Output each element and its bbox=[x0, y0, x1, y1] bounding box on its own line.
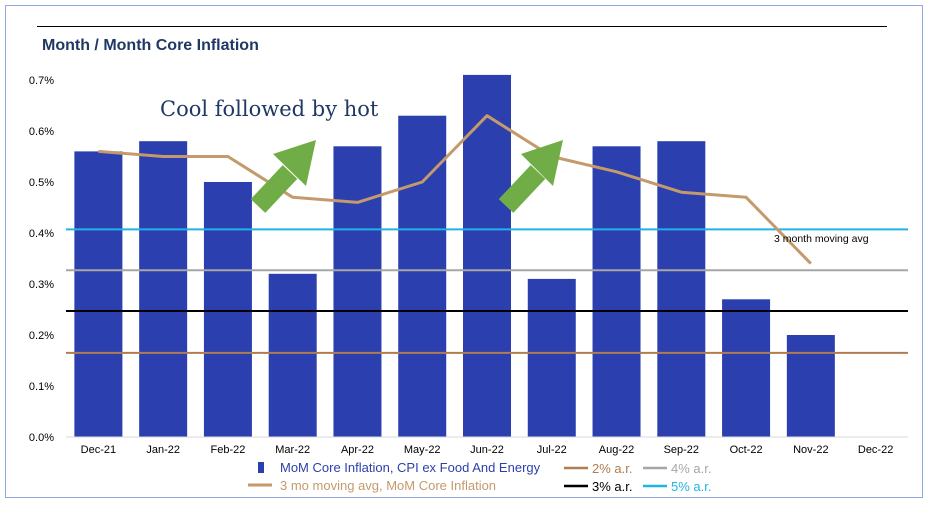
bar-Apr-22 bbox=[333, 146, 382, 438]
y-tick-label: 0.4% bbox=[29, 228, 54, 240]
legend-label-4ar: 4% a.r. bbox=[671, 461, 711, 476]
y-tick-label: 0.6% bbox=[29, 126, 54, 138]
legend: MoM Core Inflation, CPI ex Food And Ener… bbox=[248, 460, 711, 494]
legend-label-2ar: 2% a.r. bbox=[592, 461, 632, 476]
bar-Aug-22 bbox=[592, 146, 641, 438]
y-tick-label: 0.3% bbox=[29, 279, 54, 291]
bar-Feb-22 bbox=[203, 182, 252, 437]
x-tick-label: Oct-22 bbox=[730, 444, 763, 456]
y-tick-label: 0.1% bbox=[29, 381, 54, 393]
x-tick-label: Feb-22 bbox=[210, 444, 245, 456]
y-tick-label: 0.7% bbox=[29, 75, 54, 87]
green-arrow-up-2 bbox=[498, 165, 546, 213]
x-tick-label: Apr-22 bbox=[341, 444, 374, 456]
x-tick-label: Dec-21 bbox=[81, 444, 116, 456]
legend-label-bar: MoM Core Inflation, CPI ex Food And Ener… bbox=[280, 460, 541, 475]
annotation-cool-followed-by-hot: Cool followed by hot bbox=[160, 97, 379, 121]
legend-label-line: 3 mo moving avg, MoM Core Inflation bbox=[280, 478, 496, 493]
bar-Jul-22 bbox=[527, 278, 576, 437]
x-tick-label: Jan-22 bbox=[146, 444, 180, 456]
x-tick-label: Dec-22 bbox=[858, 444, 893, 456]
legend-label-5ar: 5% a.r. bbox=[671, 479, 711, 494]
y-tick-label: 0.0% bbox=[29, 432, 54, 444]
y-tick-label: 0.5% bbox=[29, 177, 54, 189]
legend-swatch-bar bbox=[258, 462, 264, 473]
title-rule bbox=[37, 26, 887, 27]
green-arrow-up-1 bbox=[250, 165, 298, 213]
chart-title: Month / Month Core Inflation bbox=[42, 37, 259, 54]
legend-label-3ar: 3% a.r. bbox=[592, 479, 632, 494]
plot-area: 0.0% 0.1% 0.2% 0.3% 0.4% 0.5% 0.6% 0.7% Dec-21 Ja… bbox=[29, 74, 908, 456]
x-tick-label: Sep-22 bbox=[664, 444, 699, 456]
x-tick-label: Jun-22 bbox=[470, 444, 504, 456]
annotation-moving-avg: 3 month moving avg bbox=[774, 233, 869, 245]
x-tick-label: Nov-22 bbox=[793, 444, 828, 456]
x-tick-label: Aug-22 bbox=[599, 444, 634, 456]
bar-Oct-22 bbox=[722, 299, 771, 437]
x-tick-label: Mar-22 bbox=[275, 444, 310, 456]
x-tick-label: Jul-22 bbox=[537, 444, 567, 456]
y-tick-label: 0.2% bbox=[29, 330, 54, 342]
x-tick-label: May-22 bbox=[404, 444, 441, 456]
trend-arrows bbox=[250, 140, 563, 213]
green-arrow-head-2 bbox=[521, 140, 563, 186]
moving-avg-line bbox=[98, 114, 812, 265]
green-arrow-head-1 bbox=[273, 140, 316, 186]
bar-Jan-22 bbox=[139, 141, 188, 437]
bar-Nov-22 bbox=[786, 335, 835, 437]
bar-Jun-22 bbox=[463, 74, 511, 438]
bar-Dec-21 bbox=[74, 151, 123, 437]
bar-Sep-22 bbox=[657, 141, 706, 437]
bar-Mar-22 bbox=[268, 273, 317, 437]
bar-May-22 bbox=[398, 115, 447, 437]
